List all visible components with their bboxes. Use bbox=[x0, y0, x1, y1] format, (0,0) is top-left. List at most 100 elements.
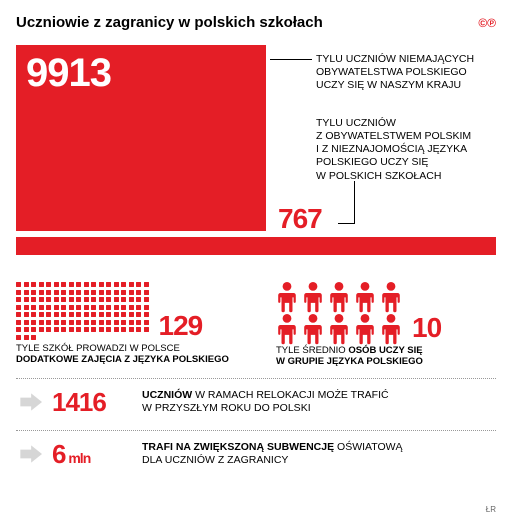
dot-icon bbox=[46, 297, 51, 302]
dot-icon bbox=[39, 297, 44, 302]
dot-icon bbox=[84, 305, 89, 310]
dot-icon bbox=[76, 305, 81, 310]
dot-icon bbox=[136, 312, 141, 317]
dot-icon bbox=[24, 327, 29, 332]
dot-icon bbox=[84, 297, 89, 302]
dot-icon bbox=[91, 320, 96, 325]
dot-icon bbox=[31, 290, 36, 295]
dot-icon bbox=[129, 290, 134, 295]
people-grid bbox=[276, 282, 402, 342]
dot-icon bbox=[69, 312, 74, 317]
divider-2 bbox=[16, 430, 496, 431]
dot-icon bbox=[136, 320, 141, 325]
dot-icon bbox=[84, 312, 89, 317]
dot-icon bbox=[114, 320, 119, 325]
dot-icon bbox=[136, 305, 141, 310]
dot-icon bbox=[136, 297, 141, 302]
big-value: 9913 bbox=[26, 51, 111, 96]
dot-icon bbox=[144, 320, 149, 325]
dot-icon bbox=[76, 282, 81, 287]
stat-1-num: 1416 bbox=[52, 387, 106, 417]
stat-2-text: TRAFI NA ZWIĘKSZONĄ SUBWENCJĘ OŚWIATOWĄ … bbox=[142, 441, 403, 467]
group-block: 10 TYLE ŚREDNIO OSÓB UCZY SIĘ W GRUPIE J… bbox=[276, 282, 496, 368]
stat-1-bold: UCZNIÓW bbox=[142, 389, 192, 401]
dot-icon bbox=[91, 305, 96, 310]
dot-icon bbox=[144, 327, 149, 332]
dot-icon bbox=[76, 320, 81, 325]
dot-icon bbox=[16, 305, 21, 310]
big-bar: 9913 bbox=[16, 45, 266, 231]
dot-icon bbox=[121, 320, 126, 325]
dot-icon bbox=[46, 282, 51, 287]
dot-icon bbox=[114, 327, 119, 332]
dot-icon bbox=[31, 297, 36, 302]
dot-icon bbox=[16, 327, 21, 332]
page-title: Uczniowie z zagranicy w polskich szkołac… bbox=[16, 14, 323, 31]
person-icon bbox=[276, 282, 298, 313]
dot-icon bbox=[61, 312, 66, 317]
annotation-1: TYLU UCZNIÓW NIEMAJĄCYCH OBYWATELSTWA PO… bbox=[316, 53, 474, 92]
dot-icon bbox=[99, 305, 104, 310]
dot-icon bbox=[46, 312, 51, 317]
dot-icon bbox=[39, 290, 44, 295]
dot-icon bbox=[144, 290, 149, 295]
dot-icon bbox=[69, 305, 74, 310]
caption-bold-2: W GRUPIE JĘZYKA POLSKIEGO bbox=[276, 356, 423, 367]
dot-icon bbox=[121, 312, 126, 317]
dot-icon bbox=[91, 297, 96, 302]
dot-icon bbox=[144, 297, 149, 302]
dot-block: 129 bbox=[16, 282, 258, 340]
dot-icon bbox=[16, 312, 21, 317]
dot-icon bbox=[106, 312, 111, 317]
dot-icon bbox=[16, 320, 21, 325]
dot-icon bbox=[114, 312, 119, 317]
person-icon bbox=[354, 314, 376, 345]
group-caption: TYLE ŚREDNIO OSÓB UCZY SIĘ W GRUPIE JĘZY… bbox=[276, 345, 496, 368]
dot-icon bbox=[16, 282, 21, 287]
small-value: 767 bbox=[278, 203, 322, 235]
person-icon bbox=[328, 282, 350, 313]
dot-icon bbox=[114, 282, 119, 287]
stat-2-bold: TRAFI NA ZWIĘKSZONĄ SUBWENCJĘ bbox=[142, 441, 334, 453]
dot-icon bbox=[84, 290, 89, 295]
arrow-icon bbox=[16, 389, 42, 415]
dot-icon bbox=[114, 290, 119, 295]
stat-2-unit: mln bbox=[65, 450, 90, 466]
dot-icon bbox=[106, 305, 111, 310]
person-icon bbox=[302, 282, 324, 313]
person-icon bbox=[380, 314, 402, 345]
dot-icon bbox=[54, 297, 59, 302]
dot-icon bbox=[91, 290, 96, 295]
dot-icon bbox=[54, 327, 59, 332]
dot-icon bbox=[54, 320, 59, 325]
person-icon bbox=[380, 282, 402, 313]
stat-1-value: 1416 bbox=[52, 387, 132, 418]
person-icon bbox=[328, 314, 350, 345]
dot-icon bbox=[31, 305, 36, 310]
dot-icon bbox=[24, 320, 29, 325]
callout-line-1 bbox=[270, 59, 312, 60]
dot-icon bbox=[144, 305, 149, 310]
dot-icon bbox=[24, 297, 29, 302]
dot-icon bbox=[136, 290, 141, 295]
dot-icon bbox=[99, 290, 104, 295]
dot-icon bbox=[106, 297, 111, 302]
dot-icon bbox=[99, 297, 104, 302]
dot-icon bbox=[106, 320, 111, 325]
arrow-icon bbox=[16, 441, 42, 467]
dot-icon bbox=[84, 282, 89, 287]
dot-icon bbox=[91, 312, 96, 317]
dot-icon bbox=[46, 290, 51, 295]
annotation-2: TYLU UCZNIÓW Z OBYWATELSTWEM POLSKIM I Z… bbox=[316, 117, 471, 183]
stat-row-2: 6 mln TRAFI NA ZWIĘKSZONĄ SUBWENCJĘ OŚWI… bbox=[16, 437, 496, 474]
people-block: 10 bbox=[276, 282, 496, 342]
person-icon bbox=[354, 282, 376, 313]
stat-2-num: 6 bbox=[52, 439, 65, 469]
person-icon bbox=[302, 314, 324, 345]
dot-icon bbox=[99, 320, 104, 325]
caption-pre: TYLE ŚREDNIO bbox=[276, 345, 348, 356]
dot-icon bbox=[39, 305, 44, 310]
caption-text: TYLE SZKÓŁ PROWADZI W POLSCE bbox=[16, 343, 180, 354]
stat-1-text: UCZNIÓW W RAMACH RELOKACJI MOŻE TRAFIĆ W… bbox=[142, 389, 389, 415]
dot-icon bbox=[39, 282, 44, 287]
